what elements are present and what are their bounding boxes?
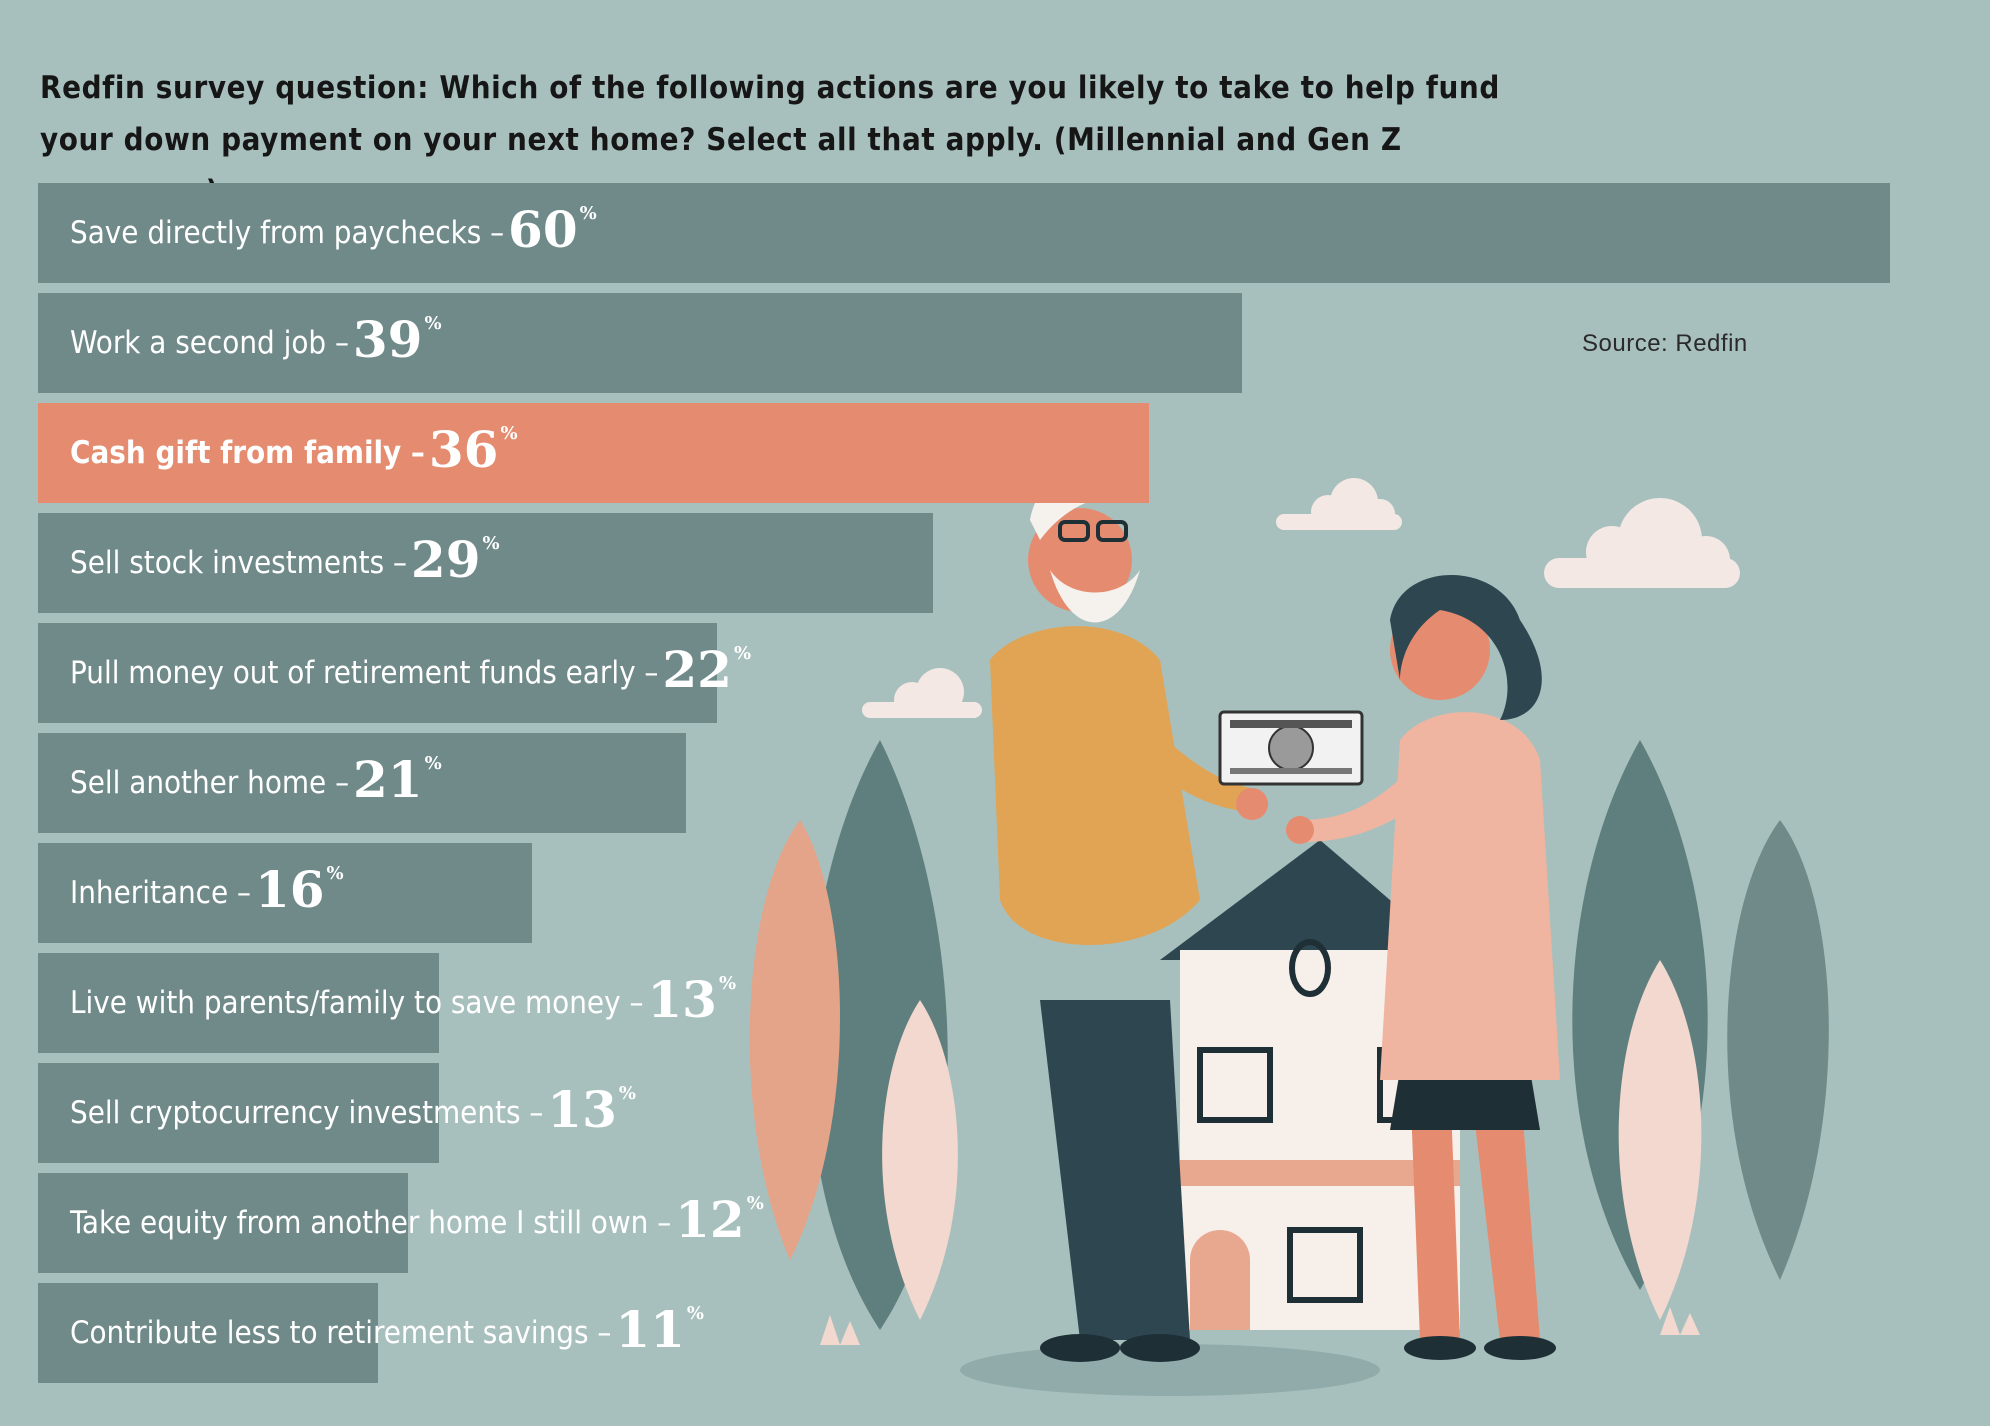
bar (38, 733, 686, 833)
tree-icon (749, 820, 840, 1260)
grandfather-figure (990, 463, 1268, 1362)
percent-sign: % (326, 862, 344, 884)
category-label: Sell another home – (70, 765, 350, 801)
tree-icon (1727, 820, 1829, 1280)
bar (38, 843, 532, 943)
bar-label: Work a second job – 39% (70, 293, 442, 393)
percent-sign: % (500, 422, 518, 444)
bar (38, 293, 1242, 393)
data-label: 21 (353, 749, 423, 809)
category-label: Cash gift from family – (70, 435, 425, 471)
bar (38, 1063, 439, 1163)
cloud-icon (1276, 478, 1402, 530)
percent-sign: % (424, 312, 442, 334)
bar-label: Sell cryptocurrency investments – 13% (70, 1063, 636, 1163)
data-label: 29 (410, 529, 481, 589)
bar (38, 183, 1890, 283)
bar-label: Sell another home – 21% (70, 733, 442, 833)
category-label: Work a second job – (70, 325, 349, 361)
data-label: 39 (352, 309, 423, 369)
bar-label: Cash gift from family – 36% (70, 403, 518, 503)
data-label: 12 (675, 1189, 745, 1249)
leaf-icon (1618, 960, 1702, 1320)
data-label: 60 (508, 199, 578, 259)
data-label: 13 (547, 1079, 617, 1139)
data-label: 36 (428, 419, 499, 479)
category-label: Contribute less to retirement savings – (70, 1315, 612, 1351)
category-label: Inheritance – (70, 875, 251, 911)
dollar-bill-icon (1218, 710, 1364, 786)
percent-sign: % (579, 202, 597, 224)
category-label: Take equity from another home I still ow… (70, 1205, 672, 1241)
category-label: Save directly from paychecks – (70, 215, 505, 251)
grass-icon (820, 1307, 1700, 1345)
source-note: Source: Redfin (1582, 330, 1748, 357)
category-label: Pull money out of retirement funds early… (70, 655, 659, 691)
percent-sign: % (686, 1302, 705, 1324)
bar (38, 953, 439, 1053)
percent-sign: % (746, 1192, 764, 1214)
category-label: Sell cryptocurrency investments – (70, 1095, 544, 1131)
data-label: 11 (615, 1299, 685, 1359)
cloud-icon (862, 668, 982, 718)
data-label: 13 (647, 969, 717, 1029)
chart-title: Redfin survey question: Which of the fol… (40, 70, 1500, 210)
bar-label: Contribute less to retirement savings – … (70, 1283, 704, 1383)
percent-sign: % (718, 972, 737, 994)
bar-label: Take equity from another home I still ow… (70, 1173, 764, 1273)
category-label: Live with parents/family to save money – (70, 985, 644, 1021)
woman-figure (1286, 575, 1560, 1360)
percent-sign: % (733, 642, 752, 664)
bar (38, 623, 717, 723)
cloud-icon (1544, 498, 1740, 588)
bar-label: Pull money out of retirement funds early… (70, 623, 751, 723)
leaf-icon (882, 1000, 958, 1320)
bar (38, 513, 933, 613)
data-label: 16 (254, 859, 325, 919)
bar-label: Inheritance – 16% (70, 843, 344, 943)
percent-sign: % (618, 1082, 636, 1104)
bar-label: Save directly from paychecks – 60% (70, 183, 597, 283)
percent-sign: % (482, 532, 500, 554)
percent-sign: % (424, 752, 442, 774)
bar (38, 1283, 378, 1383)
bar (38, 1173, 408, 1273)
bar (38, 403, 1149, 503)
category-label: Sell stock investments – (70, 545, 407, 581)
bar-label: Live with parents/family to save money –… (70, 953, 736, 1053)
bar-label: Sell stock investments – 29% (70, 513, 500, 613)
data-label: 22 (662, 639, 732, 699)
